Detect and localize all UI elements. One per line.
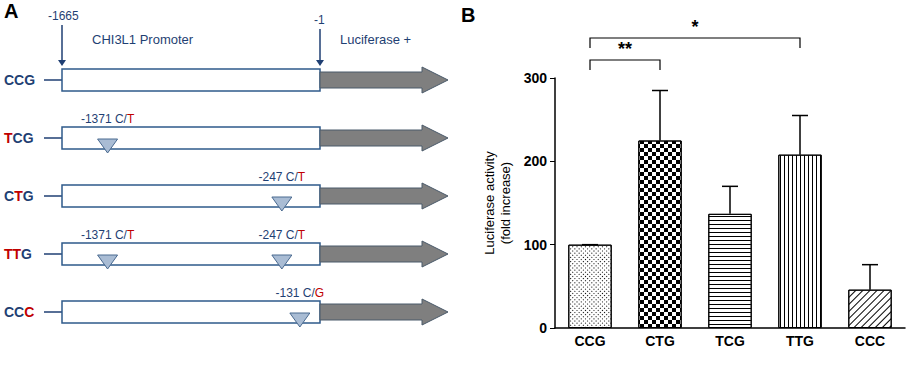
svg-text:TTG: TTG — [786, 333, 814, 349]
svg-text:TCG: TCG — [715, 333, 745, 349]
svg-text:*: * — [691, 17, 698, 37]
svg-text:CTG: CTG — [645, 333, 675, 349]
svg-text:300: 300 — [524, 70, 548, 86]
svg-text:CHI3L1 Promoter: CHI3L1 Promoter — [92, 32, 194, 47]
svg-text:Luciferase +: Luciferase + — [340, 32, 411, 47]
svg-text:Luciferase activity: Luciferase activity — [482, 151, 497, 255]
svg-text:TCG: TCG — [4, 130, 34, 146]
svg-text:-1371 C/T: -1371 C/T — [81, 112, 135, 126]
svg-text:200: 200 — [524, 153, 548, 169]
svg-text:-1371 C/T: -1371 C/T — [81, 228, 135, 242]
svg-text:CCG: CCG — [4, 72, 35, 88]
svg-text:0: 0 — [539, 320, 547, 336]
svg-text:CCC: CCC — [4, 304, 34, 320]
svg-text:-247 C/T: -247 C/T — [259, 170, 306, 184]
svg-text:CCC: CCC — [855, 333, 885, 349]
svg-text:TTG: TTG — [4, 246, 32, 262]
svg-text:-131 C/G: -131 C/G — [275, 286, 324, 300]
svg-text:CTG: CTG — [4, 188, 34, 204]
svg-text:A: A — [4, 0, 18, 22]
svg-text:100: 100 — [524, 237, 548, 253]
svg-text:-1665: -1665 — [48, 9, 79, 23]
svg-text:(fold increase): (fold increase) — [498, 162, 513, 244]
svg-text:-247 C/T: -247 C/T — [259, 228, 306, 242]
svg-text:-1: -1 — [314, 13, 325, 27]
svg-text:**: ** — [618, 39, 632, 59]
svg-text:B: B — [461, 4, 475, 26]
svg-text:CCG: CCG — [574, 333, 605, 349]
